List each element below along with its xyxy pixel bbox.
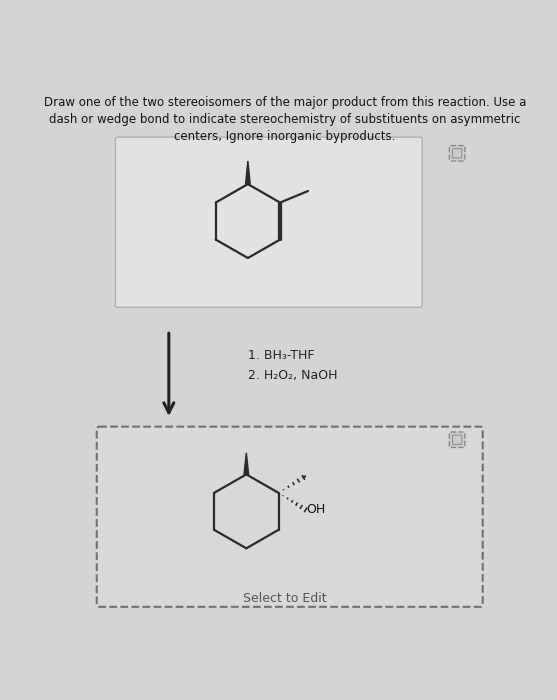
Text: Draw one of the two stereoisomers of the major product from this reaction. Use a: Draw one of the two stereoisomers of the… — [44, 95, 526, 143]
Text: 2. H₂O₂, NaOH: 2. H₂O₂, NaOH — [248, 369, 338, 382]
Text: Select to Edit: Select to Edit — [243, 592, 327, 605]
Text: OH: OH — [306, 503, 326, 515]
FancyBboxPatch shape — [449, 146, 465, 161]
FancyBboxPatch shape — [115, 137, 422, 307]
FancyBboxPatch shape — [449, 432, 465, 447]
Text: 1. BH₃-THF: 1. BH₃-THF — [248, 349, 314, 363]
FancyBboxPatch shape — [97, 427, 483, 607]
Polygon shape — [302, 476, 306, 478]
Polygon shape — [246, 161, 250, 184]
Polygon shape — [244, 453, 248, 475]
